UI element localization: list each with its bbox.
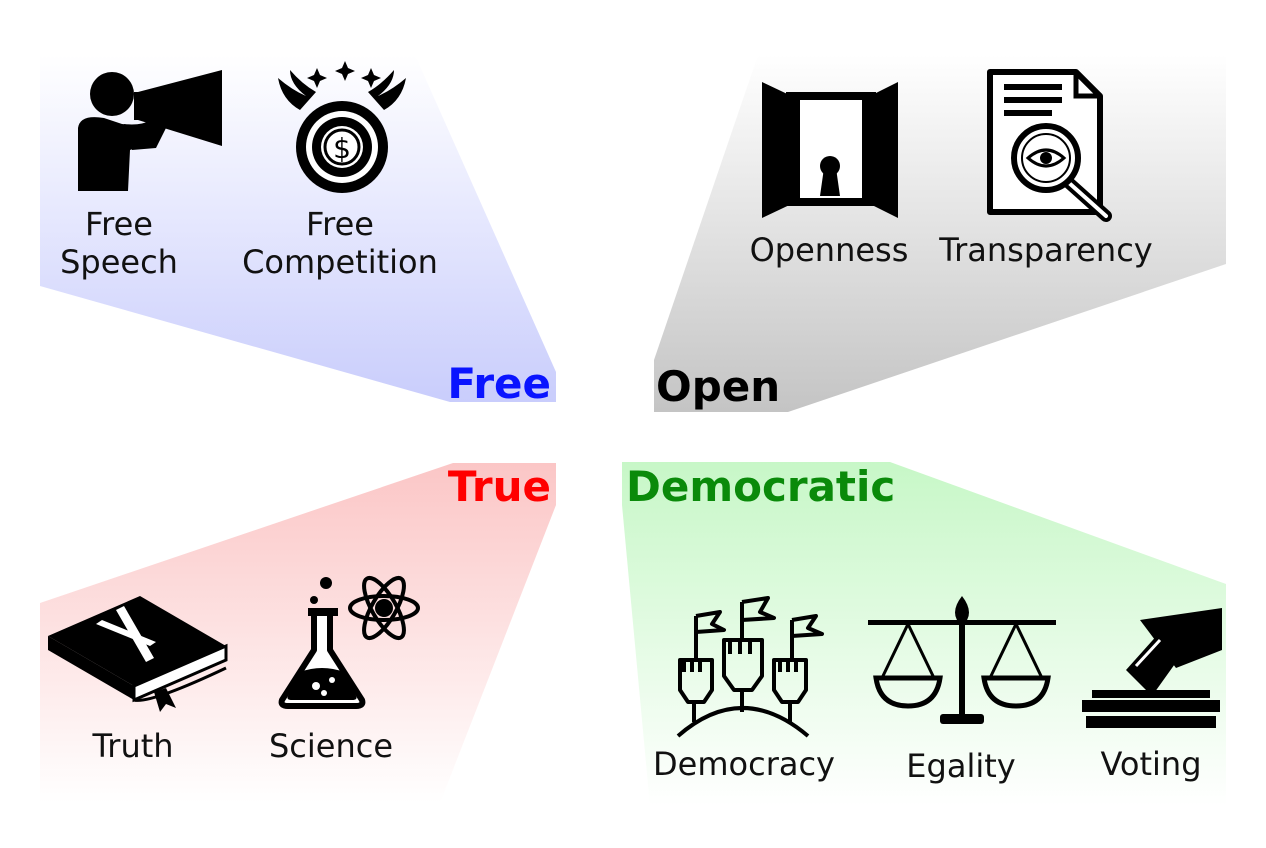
bible-cross-icon (48, 596, 228, 712)
democratic-title: Democratic (626, 462, 895, 511)
science-label: Science (269, 727, 393, 765)
open-door-keyhole-icon (762, 82, 898, 218)
transparency-label: Transparency (938, 231, 1152, 269)
openness-label: Openness (750, 231, 909, 269)
true-title: True (448, 462, 551, 511)
svg-text:$: $ (333, 132, 351, 165)
voting-label: Voting (1100, 745, 1201, 783)
open-title: Open (656, 362, 780, 411)
free-competition-label-line1: Free (306, 205, 374, 243)
balance-scale-icon (868, 596, 1056, 724)
free-competition-label-line2: Competition (242, 243, 438, 281)
truth-label: Truth (91, 727, 173, 765)
free-speech-label-line1: Free (85, 205, 153, 243)
document-magnifier-icon (987, 69, 1112, 222)
egality-label: Egality (906, 747, 1015, 785)
free-speech-label-line2: Speech (60, 243, 178, 281)
raised-fists-flags-icon (676, 596, 824, 738)
free-region (40, 55, 556, 402)
ballot-box-icon (1082, 608, 1222, 728)
true-region (40, 463, 556, 803)
winged-coin-icon: $ (278, 61, 406, 193)
democracy-label: Democracy (653, 745, 835, 783)
free-title: Free (447, 359, 551, 408)
democratic-region (622, 462, 1226, 806)
megaphone-person-icon (78, 70, 222, 191)
flask-atom-icon (278, 575, 420, 709)
